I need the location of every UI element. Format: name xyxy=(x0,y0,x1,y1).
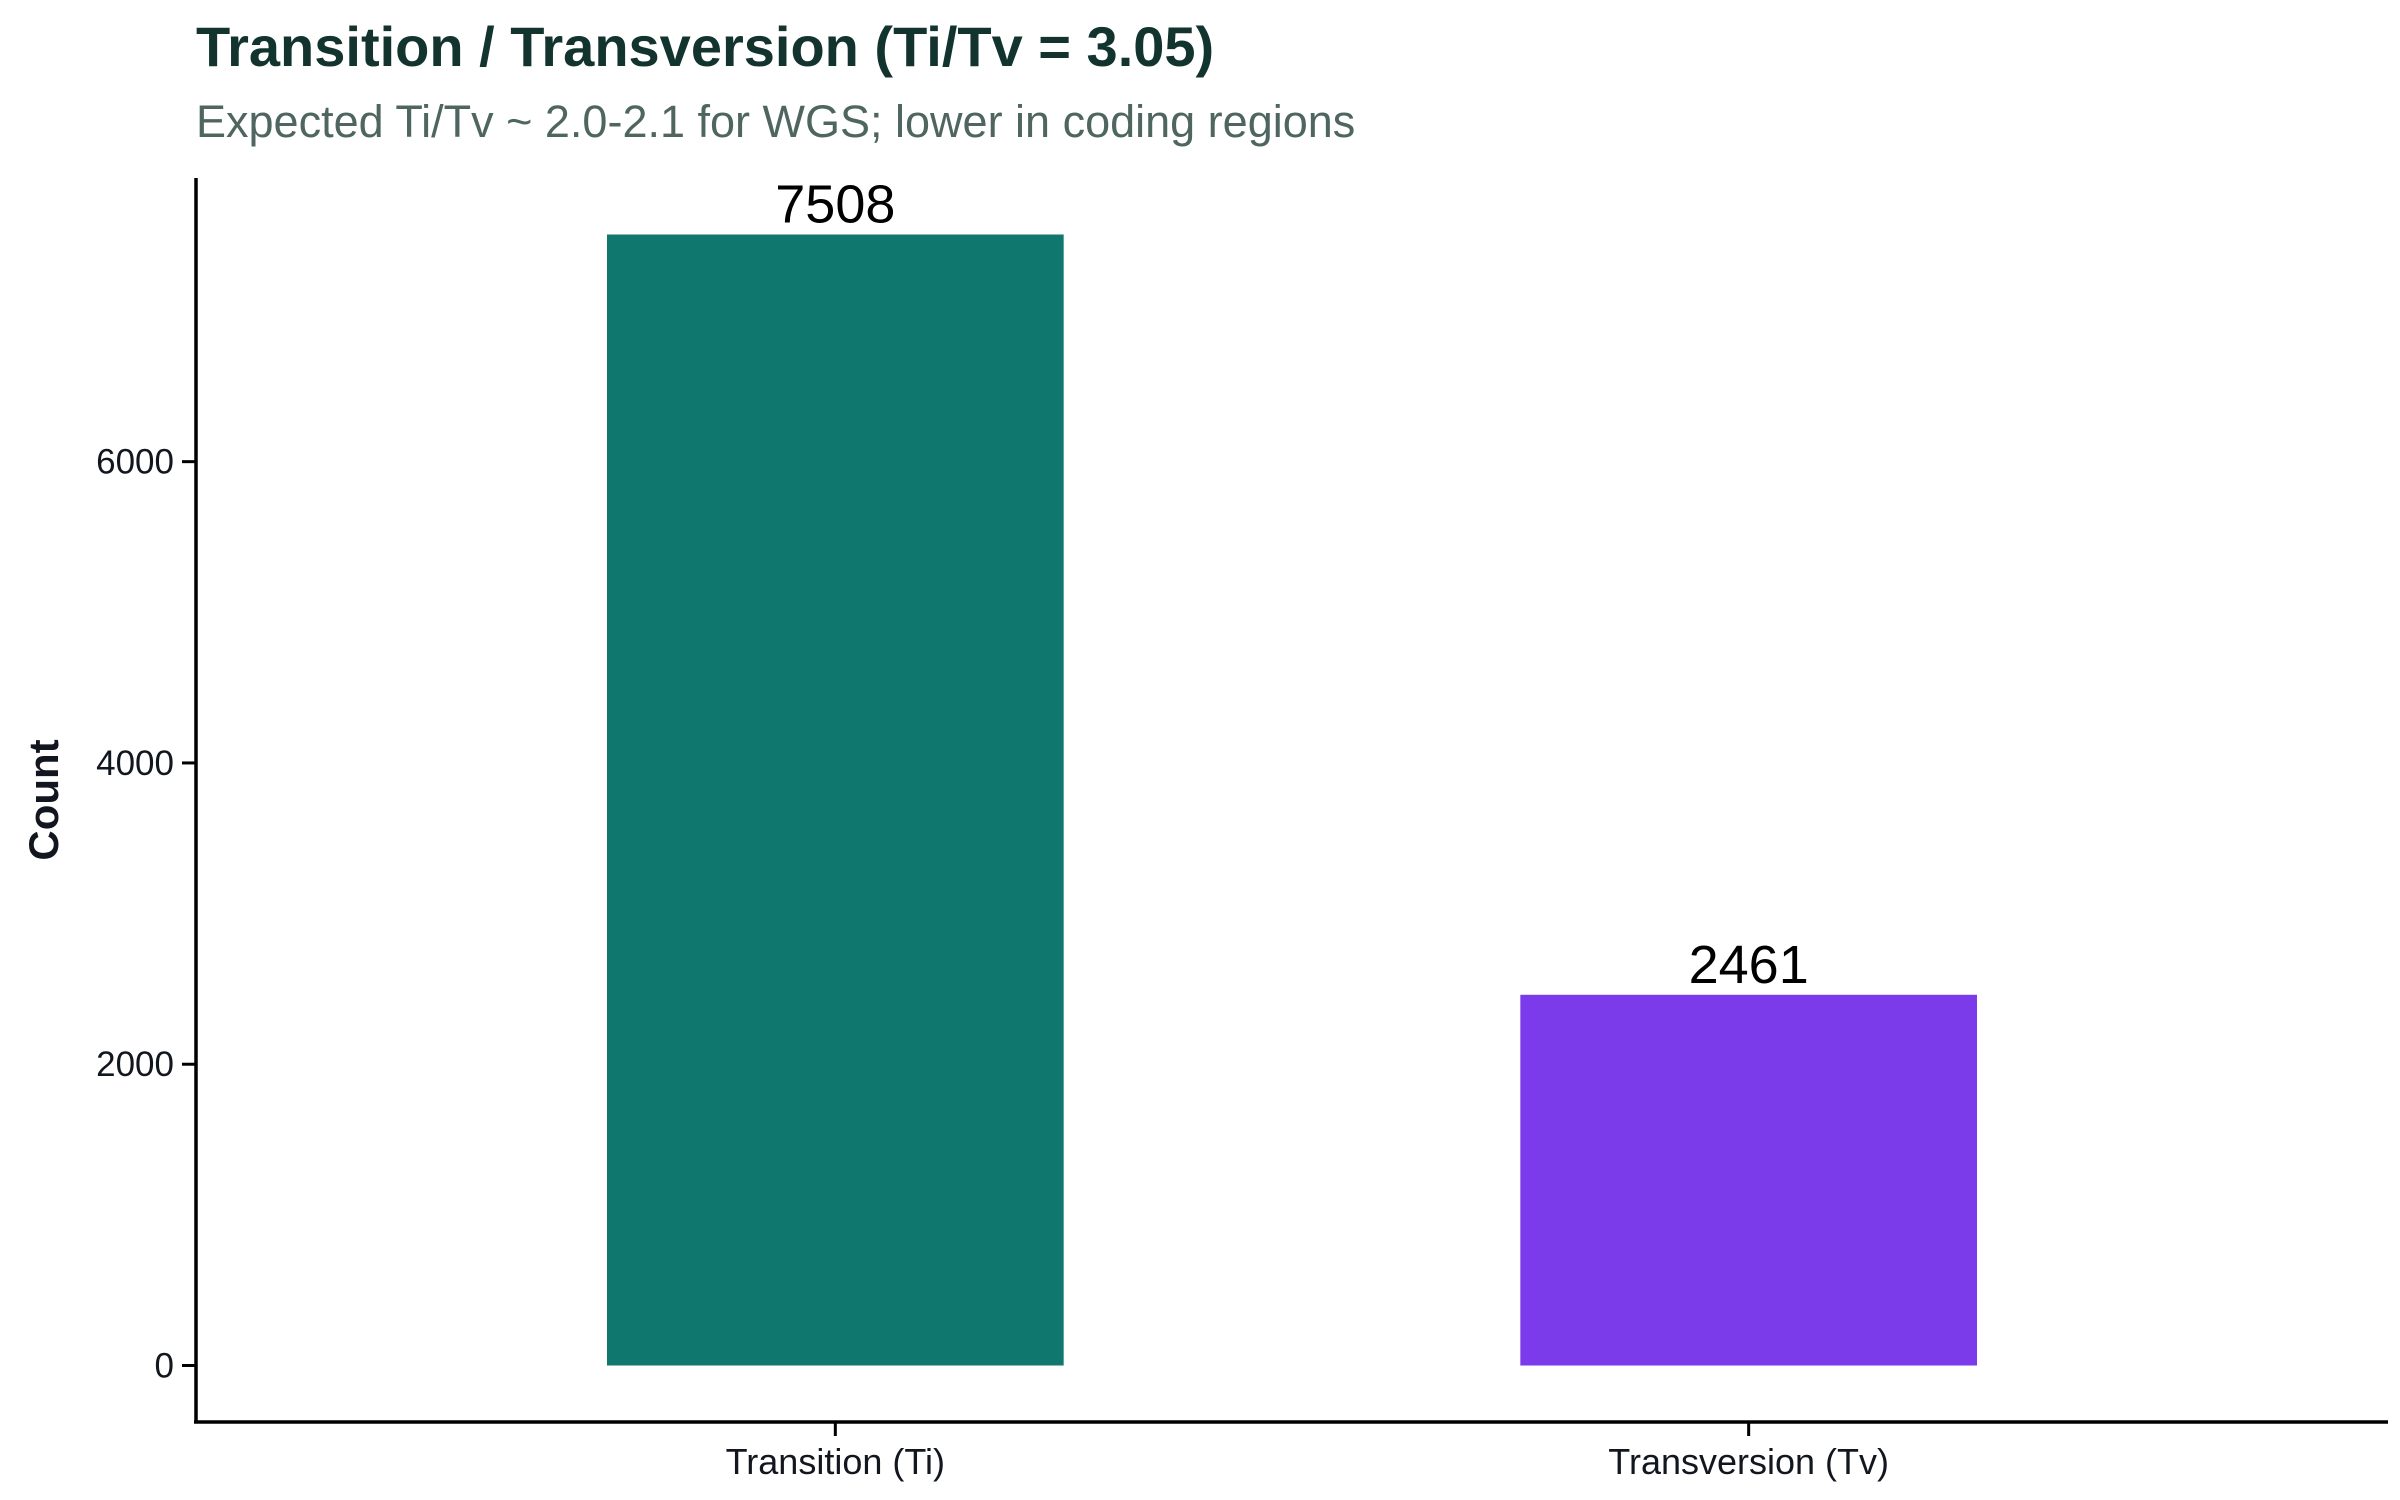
chart-title: Transition / Transversion (Ti/Tv = 3.05) xyxy=(196,15,1215,78)
y-tick-label-3: 6000 xyxy=(96,443,174,482)
bar-0 xyxy=(607,234,1064,1366)
value-label-0: 7508 xyxy=(775,174,895,234)
x-tick-label-1: Transversion (Tv) xyxy=(1608,1441,1889,1482)
value-labels-group: 7508 2461 xyxy=(775,174,1808,994)
chart-subtitle: Expected Ti/Tv ~ 2.0-2.1 for WGS; lower … xyxy=(196,96,1356,147)
x-tick-label-0: Transition (Ti) xyxy=(726,1441,945,1482)
bar-1 xyxy=(1520,994,1977,1366)
y-ticks-group: 0 2000 4000 6000 xyxy=(96,443,196,1386)
value-label-1: 2461 xyxy=(1689,935,1809,995)
bars-group xyxy=(607,234,1977,1366)
y-tick-label-0: 0 xyxy=(155,1347,174,1386)
y-tick-label-2: 4000 xyxy=(96,744,174,783)
x-ticks-group: Transition (Ti) Transversion (Tv) xyxy=(726,1422,1889,1482)
y-axis-label: Count xyxy=(20,739,67,860)
y-tick-label-1: 2000 xyxy=(96,1045,174,1084)
